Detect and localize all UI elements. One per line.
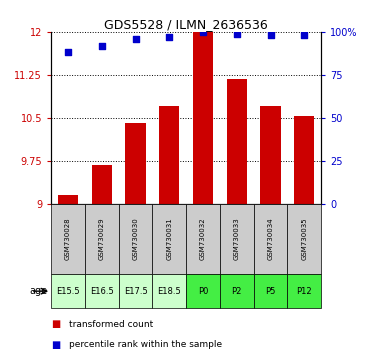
Bar [186,204,220,274]
Point [132,36,138,41]
Text: GSM730029: GSM730029 [99,218,105,260]
Text: GSM730028: GSM730028 [65,218,71,260]
Point [301,33,307,38]
Text: P0: P0 [198,287,208,296]
Bar [294,116,314,204]
Text: GSM730035: GSM730035 [301,218,307,260]
Bar [51,204,85,274]
Point [65,50,71,55]
Text: GSM730032: GSM730032 [200,218,206,260]
Text: percentile rank within the sample: percentile rank within the sample [69,340,223,349]
Bar [193,32,213,204]
Bar [288,274,321,308]
Text: P2: P2 [232,287,242,296]
Text: GSM730033: GSM730033 [234,218,240,260]
Text: P12: P12 [296,287,312,296]
Text: ■: ■ [51,340,60,350]
Bar [51,274,85,308]
Bar [220,274,254,308]
Text: GSM730031: GSM730031 [166,218,172,260]
Bar [92,165,112,204]
Text: GSM730030: GSM730030 [132,218,138,260]
Bar [261,106,281,204]
Bar [254,274,287,308]
Bar [227,79,247,204]
Bar [119,274,153,308]
Bar [126,124,146,204]
Text: ■: ■ [51,319,60,329]
Bar [153,204,186,274]
Text: P5: P5 [265,287,276,296]
Point [200,29,206,35]
Bar [254,204,287,274]
Bar [85,204,119,274]
Bar [85,274,119,308]
Text: transformed count: transformed count [69,320,154,329]
Text: age: age [29,286,47,296]
Bar [288,204,321,274]
Text: E17.5: E17.5 [124,287,147,296]
Bar [220,204,254,274]
Point [268,33,273,38]
Bar [186,274,220,308]
Point [234,31,240,36]
Bar [119,204,153,274]
Text: E15.5: E15.5 [56,287,80,296]
Text: E18.5: E18.5 [157,287,181,296]
Point [166,34,172,40]
Title: GDS5528 / ILMN_2636536: GDS5528 / ILMN_2636536 [104,18,268,31]
Text: E16.5: E16.5 [90,287,114,296]
Bar [153,274,186,308]
Bar [159,106,179,204]
Bar [58,195,78,204]
Point [99,43,105,48]
Text: GSM730034: GSM730034 [268,218,273,260]
